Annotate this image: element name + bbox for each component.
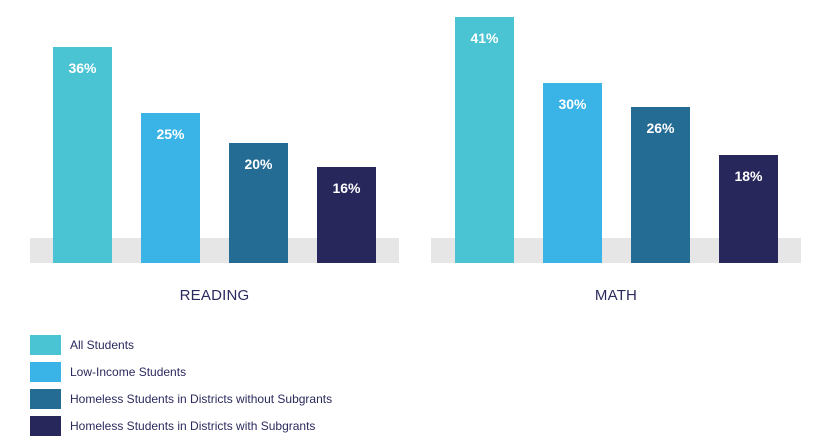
bar-math-all-students (455, 17, 514, 263)
legend-label: Low-Income Students (70, 364, 187, 379)
legend: All Students Low-Income Students Homeless … (30, 331, 332, 439)
bar-value-label: 25% (156, 126, 185, 142)
bar-math-homeless-students-in-districts-with-subgrants (719, 155, 778, 263)
panel-reading: 36% 25% 20% 16% READING (30, 47, 399, 304)
bar-value-label: 20% (244, 156, 273, 172)
category-label-reading: READING (180, 287, 250, 304)
bar-math-low-income-students (543, 83, 602, 263)
bar-reading-homeless-students-in-districts-without-subgrants (229, 143, 288, 263)
bar-value-label: 36% (68, 60, 97, 76)
bar-value-label: 16% (332, 180, 361, 196)
bar-math-homeless-students-in-districts-without-subgrants (631, 107, 690, 263)
legend-label: Homeless Students in Districts without S… (70, 391, 333, 406)
bar-value-label: 18% (734, 168, 763, 184)
legend-label: All Students (70, 337, 135, 352)
bar-reading-low-income-students (141, 113, 200, 263)
category-label-math: MATH (595, 287, 637, 304)
legend-swatch (30, 415, 61, 436)
bar-reading-all-students (53, 47, 112, 263)
bar-value-label: 41% (470, 30, 499, 46)
bar-reading-homeless-students-in-districts-with-subgrants (317, 167, 376, 263)
panel-math: 41% 30% 26% 18% MATH (431, 17, 801, 304)
legend-item-low-income-students: Low-Income Students (30, 358, 332, 385)
legend-swatch (30, 388, 61, 409)
legend-item-homeless-students-in-districts-with-subgrants: Homeless Students in Districts with Subg… (30, 412, 332, 439)
legend-label: Homeless Students in Districts with Subg… (70, 418, 316, 433)
legend-swatch (30, 334, 61, 355)
legend-item-all-students: All Students (30, 331, 332, 358)
legend-item-homeless-students-in-districts-without-subgrants: Homeless Students in Districts without S… (30, 385, 332, 412)
bar-value-label: 30% (558, 96, 587, 112)
bar-value-label: 26% (646, 120, 675, 136)
legend-swatch (30, 361, 61, 382)
